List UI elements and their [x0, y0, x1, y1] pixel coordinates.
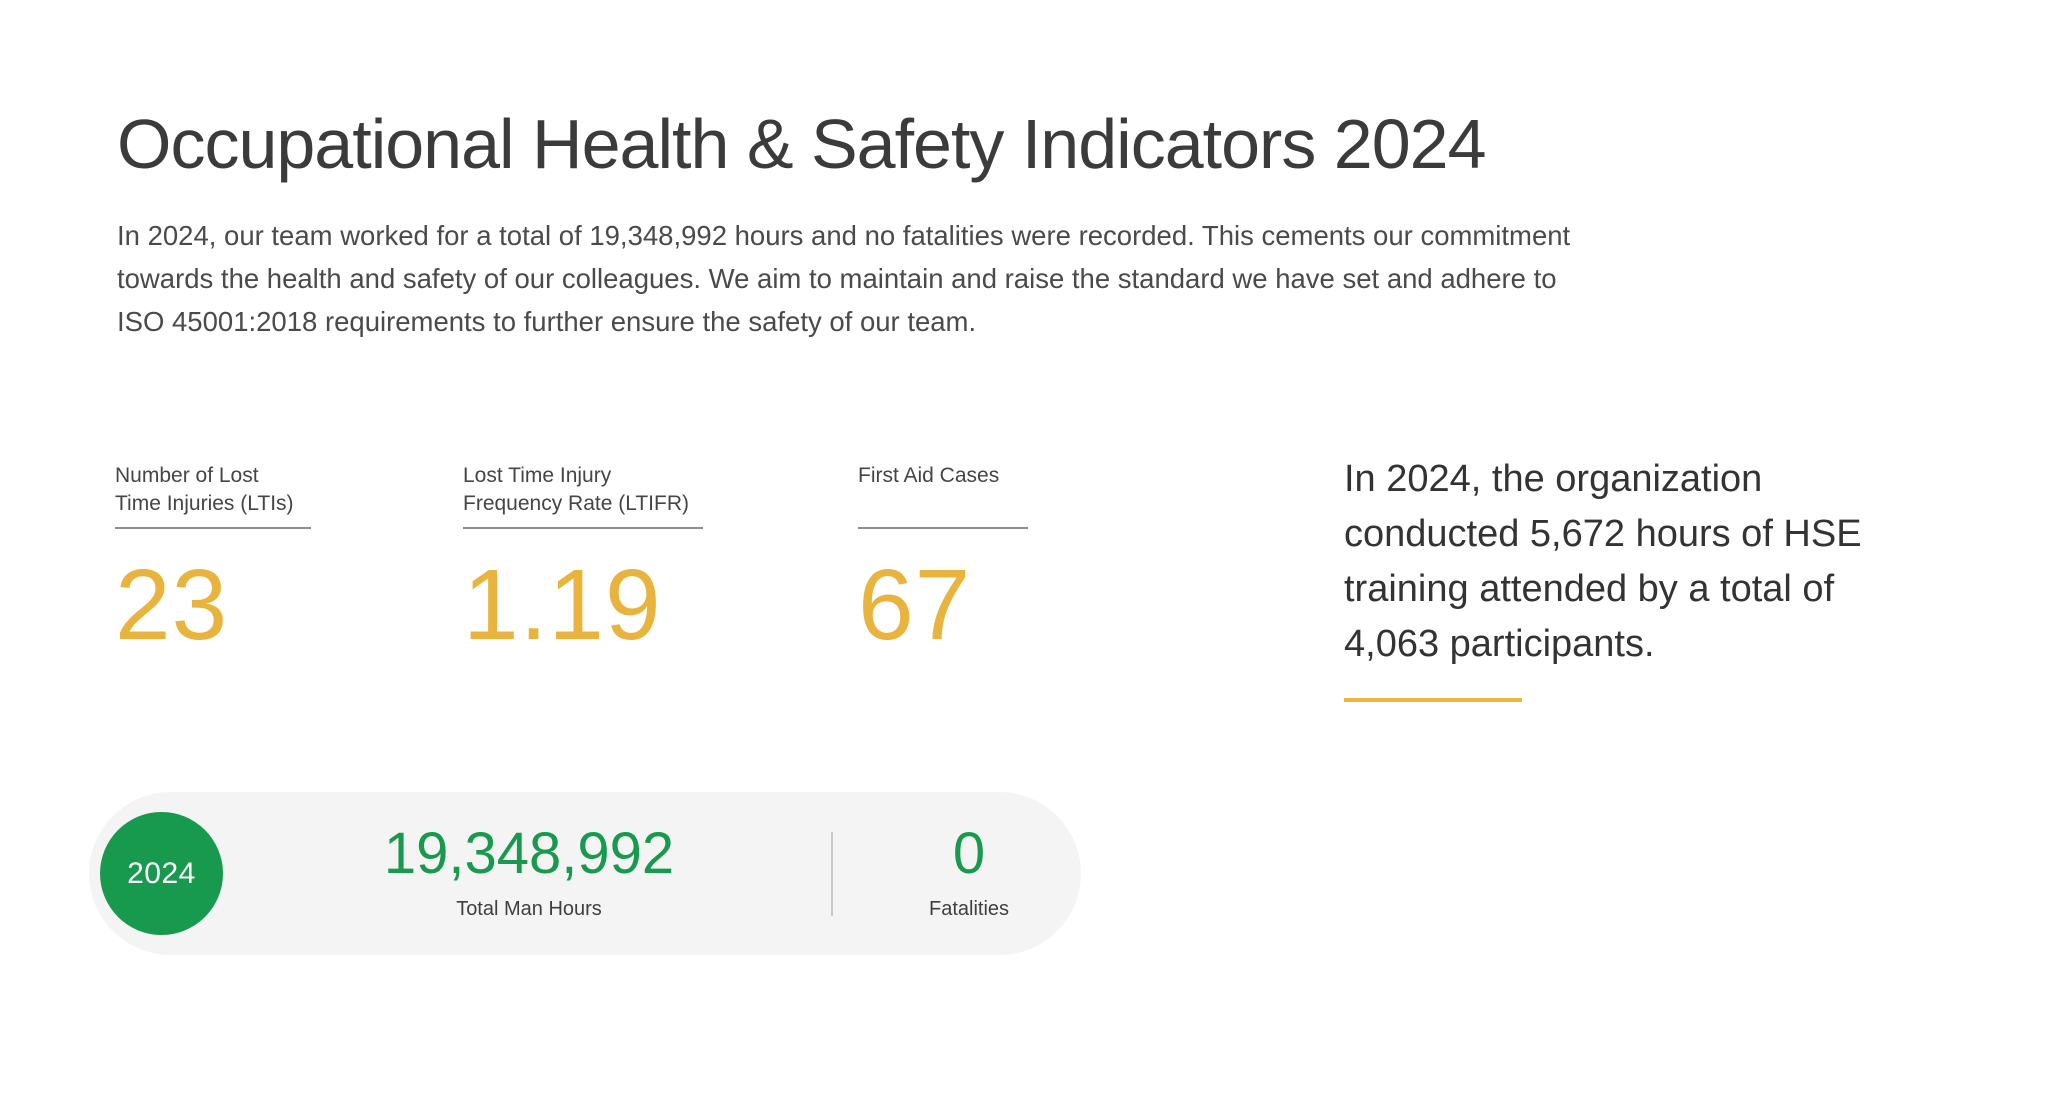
- stat-divider: [463, 527, 703, 529]
- stat-first-aid-cases: First Aid Cases 67: [858, 462, 1028, 657]
- fatalities-label: Fatalities: [928, 898, 1010, 920]
- fatalities-metric: 0 Fatalities: [849, 825, 1089, 921]
- stat-label-line2: Frequency Rate (LTIFR): [463, 492, 690, 515]
- total-man-hours-value: 19,348,992: [383, 821, 675, 886]
- stat-divider: [115, 527, 311, 529]
- hse-training-callout: In 2024, the organization conducted 5,67…: [1344, 458, 1862, 665]
- stat-label-line1: Lost Time Injury: [463, 464, 612, 487]
- year-badge-label: 2024: [127, 856, 196, 890]
- stat-label-line1: Number of Lost: [115, 464, 259, 487]
- fatalities-value: 0: [952, 821, 986, 886]
- callout-underline: [1344, 698, 1522, 702]
- pill-divider: [831, 832, 833, 916]
- total-man-hours-metric: 19,348,992 Total Man Hours: [249, 825, 809, 921]
- stat-value: 1.19: [463, 549, 662, 661]
- stat-value: 23: [115, 549, 229, 661]
- stat-label: Lost Time Injury Frequency Rate (LTIFR): [463, 462, 703, 518]
- stat-lost-time-injuries: Number of Lost Time Injuries (LTIs) 23: [115, 462, 311, 657]
- stat-divider: [858, 527, 1028, 529]
- stat-label: Number of Lost Time Injuries (LTIs): [115, 462, 311, 518]
- stat-label-line1: First Aid Cases: [858, 464, 1000, 487]
- page-title: Occupational Health & Safety Indicators …: [117, 105, 1487, 183]
- stat-label-line2: Time Injuries (LTIs): [115, 492, 294, 515]
- intro-paragraph: In 2024, our team worked for a total of …: [117, 220, 1571, 337]
- stat-label: First Aid Cases: [858, 462, 1028, 518]
- stat-value: 67: [858, 549, 972, 661]
- year-badge: 2024: [100, 812, 223, 935]
- year-summary-pill: 2024 19,348,992 Total Man Hours 0 Fatali…: [89, 792, 1081, 955]
- total-man-hours-label: Total Man Hours: [456, 898, 602, 920]
- stat-ltifr: Lost Time Injury Frequency Rate (LTIFR) …: [463, 462, 703, 657]
